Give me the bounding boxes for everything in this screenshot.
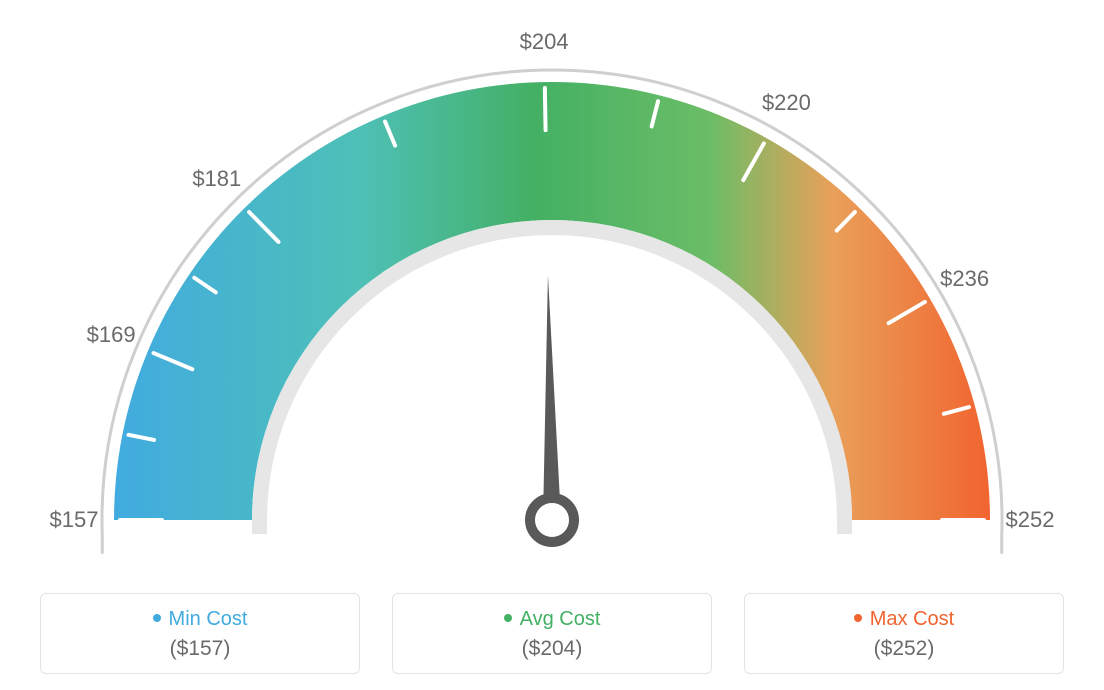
gauge-svg bbox=[0, 0, 1104, 560]
gauge-tick-label: $220 bbox=[762, 90, 811, 116]
legend-card-max: Max Cost ($252) bbox=[744, 593, 1064, 674]
legend-max-value: ($252) bbox=[755, 637, 1053, 661]
gauge-tick-label: $204 bbox=[520, 29, 569, 55]
gauge-tick-label: $181 bbox=[192, 166, 241, 192]
dot-max bbox=[854, 614, 862, 622]
legend-card-min: Min Cost ($157) bbox=[40, 593, 360, 674]
legend-min-label: Min Cost bbox=[169, 608, 248, 630]
legend-card-avg: Avg Cost ($204) bbox=[392, 593, 712, 674]
gauge-chart: $157 $169 $181 $204 $220 $236 $252 bbox=[0, 0, 1104, 560]
dot-avg bbox=[504, 614, 512, 622]
legend-row: Min Cost ($157) Avg Cost ($204) Max Cost… bbox=[0, 593, 1104, 674]
gauge-tick-label: $157 bbox=[50, 507, 99, 533]
legend-min-value: ($157) bbox=[51, 637, 349, 661]
legend-avg-label: Avg Cost bbox=[520, 608, 601, 630]
gauge-tick-label: $169 bbox=[87, 322, 136, 348]
legend-avg-value: ($204) bbox=[403, 637, 701, 661]
gauge-tick-label: $252 bbox=[1006, 507, 1055, 533]
legend-max-label: Max Cost bbox=[870, 608, 954, 630]
dot-min bbox=[153, 614, 161, 622]
gauge-tick-label: $236 bbox=[940, 266, 989, 292]
